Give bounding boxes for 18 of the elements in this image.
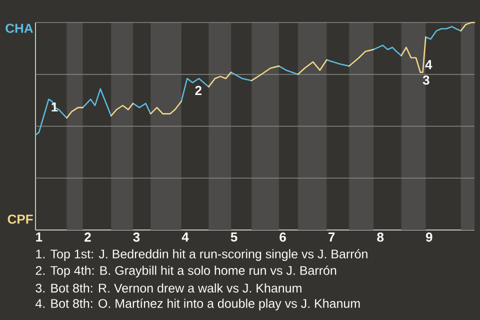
annotation: 3 [422, 75, 430, 85]
x-tick-label: 4 [182, 232, 189, 242]
x-tick-label: 3 [133, 232, 140, 242]
x-tick-label: 7 [328, 232, 335, 242]
text: CPF [8, 214, 33, 224]
text: 2. Top 4th: B. Graybill hit a solo home run vs J. Barrón [36, 266, 336, 278]
text: 4. Bot 8th: O. Martínez hit into a double play vs J. Khanum [35, 298, 360, 310]
x-tick-label: 1 [36, 232, 42, 242]
annotation: 4 [425, 60, 432, 70]
x-tick-label: 5 [230, 232, 238, 242]
text: 3. Bot 8th: R. Vernon drew a walk vs J. Khanum [36, 283, 302, 293]
x-tick-label: 9 [426, 232, 432, 242]
x-tick-label: 2 [84, 232, 91, 242]
x-tick-label: 8 [377, 232, 384, 242]
annotation: 2 [195, 86, 202, 95]
text: CHA [6, 24, 33, 33]
text: 1. Top 1st: J. Bedreddin hit a run-scoring single vs J. Barrón [36, 249, 368, 261]
x-tick-label: 6 [280, 232, 286, 242]
